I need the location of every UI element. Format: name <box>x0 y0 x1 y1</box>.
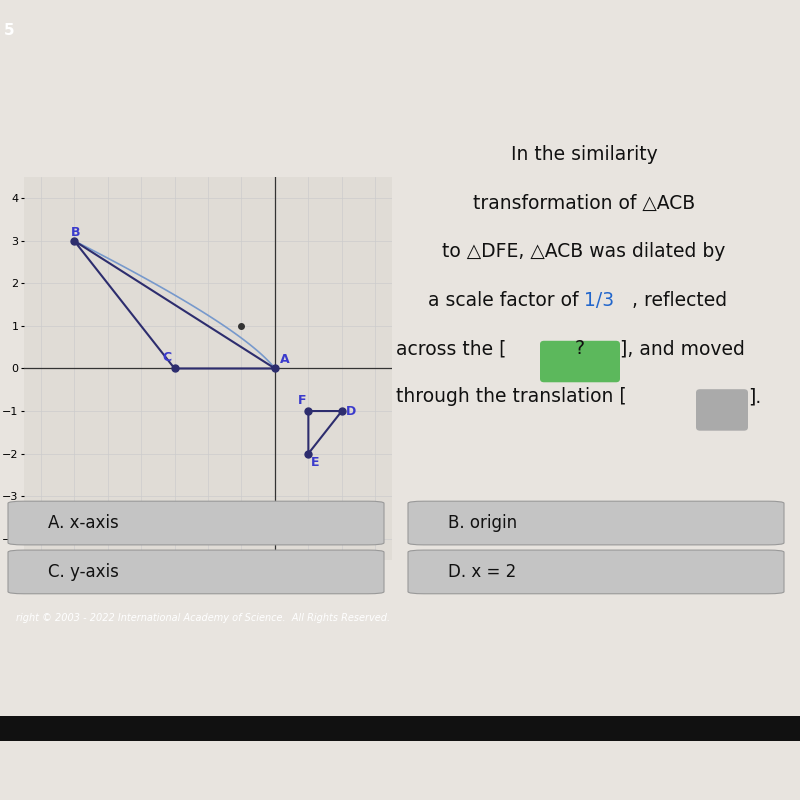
FancyBboxPatch shape <box>408 550 784 594</box>
Text: 5: 5 <box>4 23 14 38</box>
Text: , reflected: , reflected <box>632 290 727 310</box>
Text: C: C <box>162 351 171 364</box>
FancyBboxPatch shape <box>540 341 620 382</box>
Text: across the [: across the [ <box>396 339 506 358</box>
Text: right © 2003 - 2022 International Academy of Science.  All Rights Reserved.: right © 2003 - 2022 International Academ… <box>16 613 390 623</box>
Text: E: E <box>311 456 319 469</box>
Text: to △DFE, △ACB was dilated by: to △DFE, △ACB was dilated by <box>442 242 726 262</box>
Text: through the translation [: through the translation [ <box>396 387 626 406</box>
Text: B. origin: B. origin <box>448 514 517 532</box>
FancyBboxPatch shape <box>8 501 384 545</box>
FancyBboxPatch shape <box>408 501 784 545</box>
Text: B: B <box>71 226 80 238</box>
Text: In the similarity: In the similarity <box>510 146 658 165</box>
Text: a scale factor of: a scale factor of <box>427 290 584 310</box>
Text: A: A <box>280 354 290 366</box>
Text: D. x = 2: D. x = 2 <box>448 563 516 581</box>
Text: F: F <box>298 394 306 406</box>
Text: D: D <box>346 405 356 418</box>
FancyBboxPatch shape <box>8 550 384 594</box>
Text: C. y-axis: C. y-axis <box>48 563 119 581</box>
Text: A. x-axis: A. x-axis <box>48 514 118 532</box>
Text: ], and moved: ], and moved <box>620 339 745 358</box>
Text: ].: ]. <box>748 387 762 406</box>
Text: 1/3: 1/3 <box>584 290 614 310</box>
Text: transformation of △ACB: transformation of △ACB <box>473 194 695 213</box>
Text: ?: ? <box>569 339 591 358</box>
FancyBboxPatch shape <box>696 389 748 430</box>
